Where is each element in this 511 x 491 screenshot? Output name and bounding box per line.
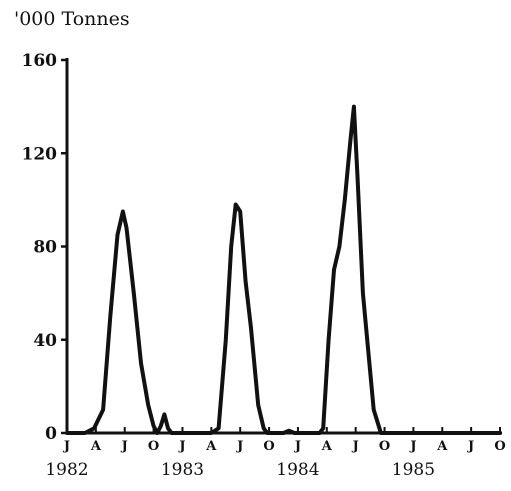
- y-tick-label: 0: [45, 424, 57, 444]
- x-tick-label-year: 1984: [276, 460, 319, 480]
- y-tick-label: 40: [33, 331, 57, 351]
- x-tick-label-month: J: [121, 439, 128, 454]
- x-tick-label-month: O: [494, 439, 505, 454]
- x-tick-label-month: J: [236, 439, 243, 454]
- y-tick-label: 80: [33, 238, 57, 258]
- x-tick-label-month: A: [436, 439, 448, 454]
- x-tick-label-month: J: [178, 439, 185, 454]
- x-tick-label-month: J: [409, 439, 416, 454]
- x-tick-label-month: A: [205, 439, 217, 454]
- x-tick-label-month: O: [263, 439, 274, 454]
- y-axis-unit-label: '000 Tonnes: [14, 8, 130, 30]
- x-tick-label-year: 1983: [161, 460, 204, 480]
- x-tick-label-month: O: [379, 439, 390, 454]
- x-tick-label-month: J: [63, 439, 70, 454]
- series-lines: [65, 104, 502, 435]
- y-tick-label: 160: [22, 51, 58, 71]
- x-tick-label-month: J: [467, 439, 474, 454]
- x-axis-ticks: J A J O J A J O J A J O J A J O 1982 1983 1984 1985: [45, 427, 506, 480]
- y-tick-label: 120: [22, 144, 58, 164]
- chart-axes: [65, 58, 502, 435]
- y-axis-ticks: 0 40 80 120 160: [22, 51, 67, 444]
- series-line: [65, 104, 502, 435]
- x-tick-label-month: A: [90, 439, 102, 454]
- x-tick-label-month: J: [352, 439, 359, 454]
- x-tick-label-month: O: [148, 439, 159, 454]
- x-tick-label-year: 1982: [45, 460, 88, 480]
- x-tick-label-month: A: [321, 439, 333, 454]
- x-tick-label-month: J: [294, 439, 301, 454]
- x-tick-label-year: 1985: [392, 460, 435, 480]
